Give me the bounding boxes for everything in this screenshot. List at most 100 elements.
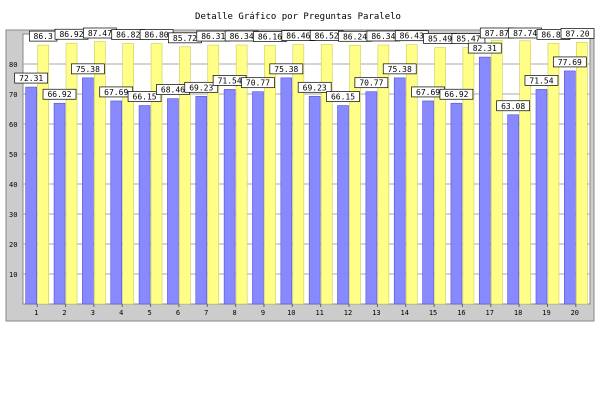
data-label-text: 75.38 xyxy=(274,65,298,74)
data-label-text: 85.72 xyxy=(173,34,197,43)
data-label-box xyxy=(439,88,474,100)
data-label-text: 86.82 xyxy=(116,31,140,40)
bar-series-2-cat-2 xyxy=(65,42,78,305)
x-tick-label: 5 xyxy=(147,309,151,317)
data-label-text: 66.92 xyxy=(444,90,468,99)
bar-series-2-cat-12 xyxy=(349,44,361,305)
bar-series-1-cat-19 xyxy=(535,89,548,305)
x-tick-label: 13 xyxy=(372,309,380,317)
bar-series-1-cat-17 xyxy=(478,56,491,305)
data-label-box xyxy=(382,63,417,75)
data-label-box xyxy=(524,75,559,86)
x-tick-label: 10 xyxy=(287,309,295,317)
bar-series-2-cat-1 xyxy=(37,44,49,305)
chart-title: Detalle Gráfico por Preguntas Paralelo xyxy=(195,12,401,22)
bar-series-1-cat-4 xyxy=(110,100,123,305)
x-tick-label: 6 xyxy=(176,309,180,317)
bar-series-2-cat-10 xyxy=(292,44,305,305)
data-label-text: 86.46 xyxy=(286,32,310,41)
data-label-text: 86.24 xyxy=(343,32,367,41)
data-label-box xyxy=(560,28,595,39)
bar-series-1-cat-11 xyxy=(308,96,321,305)
bar-series-1-cat-9 xyxy=(252,91,264,305)
data-label-text: 69.23 xyxy=(189,83,213,92)
x-tick-label: 2 xyxy=(62,309,66,317)
bar-series-2-cat-16 xyxy=(462,47,475,305)
data-label-text: 87.87 xyxy=(485,29,509,38)
data-label-text: 66.15 xyxy=(133,93,157,102)
bar-series-1-cat-1 xyxy=(25,86,37,305)
data-label-series-2-cat-20: 87.20 xyxy=(560,28,595,39)
data-label-box xyxy=(241,77,275,89)
x-tick-label: 16 xyxy=(457,309,465,317)
x-tick-label: 7 xyxy=(204,309,208,317)
data-label-series-1-cat-2: 66.92 xyxy=(42,88,77,100)
bar-series-2-cat-11 xyxy=(320,44,333,305)
y-tick-label: 30 xyxy=(9,211,17,219)
data-label-text: 66.15 xyxy=(331,93,355,102)
bar-series-2-cat-17 xyxy=(490,40,503,305)
data-label-text: 68.46 xyxy=(161,86,185,95)
bar-series-1-cat-15 xyxy=(422,100,434,305)
y-axis-ticks: 10 20 30 40 50 60 70 80 xyxy=(9,61,17,279)
y-tick-label: 40 xyxy=(9,181,17,189)
bar-series-2-cat-5 xyxy=(150,43,163,305)
bar-series-2-cat-6 xyxy=(179,46,191,305)
bar-series-1-cat-2 xyxy=(53,102,66,305)
data-label-text: 72.31 xyxy=(19,74,43,83)
data-label-text: 70.77 xyxy=(359,79,383,88)
data-label-series-1-cat-9: 70.77 xyxy=(241,77,275,89)
x-tick-label: 1 xyxy=(34,309,38,317)
bar-series-2-cat-18 xyxy=(519,40,531,305)
data-label-text: 86.16 xyxy=(258,33,282,42)
y-tick-label: 20 xyxy=(9,241,17,249)
bar-series-1-cat-20 xyxy=(564,70,576,305)
data-label-text: 86.52 xyxy=(315,31,339,40)
data-label-text: 86.34 xyxy=(371,32,395,41)
plot-area xyxy=(22,33,591,305)
data-label-text: 71.54 xyxy=(218,76,242,85)
data-label-text: 85.49 xyxy=(428,35,452,44)
data-label-text: 86.34 xyxy=(230,32,254,41)
data-label-series-1-cat-1: 72.31 xyxy=(14,72,49,84)
data-label-series-2-cat-1: 86.3 xyxy=(29,30,58,42)
data-label-text: 86.92 xyxy=(59,30,83,39)
data-label-series-1-cat-20: 77.69 xyxy=(552,56,587,68)
y-tick-label: 60 xyxy=(9,121,17,129)
bar-series-2-cat-9 xyxy=(264,45,276,305)
data-label-series-1-cat-18: 63.08 xyxy=(496,100,530,112)
data-label-box xyxy=(297,81,332,93)
bar-series-2-cat-4 xyxy=(122,43,135,305)
x-tick-label: 12 xyxy=(344,309,352,317)
y-tick-label: 80 xyxy=(9,61,17,69)
x-tick-label: 15 xyxy=(429,309,437,317)
bar-series-1-cat-14 xyxy=(393,77,406,305)
x-tick-label: 18 xyxy=(514,309,522,317)
bar-series-1-cat-7 xyxy=(195,96,208,305)
data-label-box xyxy=(42,88,77,100)
data-label-text: 87.20 xyxy=(565,29,589,38)
data-label-box xyxy=(71,63,105,75)
bars xyxy=(25,40,588,305)
data-label-text: 63.08 xyxy=(501,102,525,111)
data-label-text: 69.23 xyxy=(303,83,327,92)
data-label-series-1-cat-10: 75.38 xyxy=(269,63,304,75)
data-label-series-1-cat-3: 75.38 xyxy=(71,63,105,75)
data-label-text: 85.47 xyxy=(456,35,480,44)
data-label-series-1-cat-5: 66.15 xyxy=(127,91,162,102)
bar-series-1-cat-13 xyxy=(365,91,378,305)
x-tick-label: 17 xyxy=(486,309,494,317)
data-label-box xyxy=(552,56,587,68)
x-tick-label: 19 xyxy=(542,309,550,317)
bar-series-1-cat-16 xyxy=(450,102,463,305)
bar-series-2-cat-20 xyxy=(576,42,588,305)
data-label-series-1-cat-12: 66.15 xyxy=(326,91,360,102)
data-label-series-1-cat-17: 82.31 xyxy=(467,42,502,54)
data-label-text: 67.69 xyxy=(416,88,440,97)
data-label-text: 86.31 xyxy=(201,32,225,41)
bar-series-1-cat-12 xyxy=(337,105,349,305)
data-label-text: 86.88 xyxy=(541,30,565,39)
data-label-box xyxy=(354,77,389,89)
y-tick-label: 50 xyxy=(9,151,17,159)
